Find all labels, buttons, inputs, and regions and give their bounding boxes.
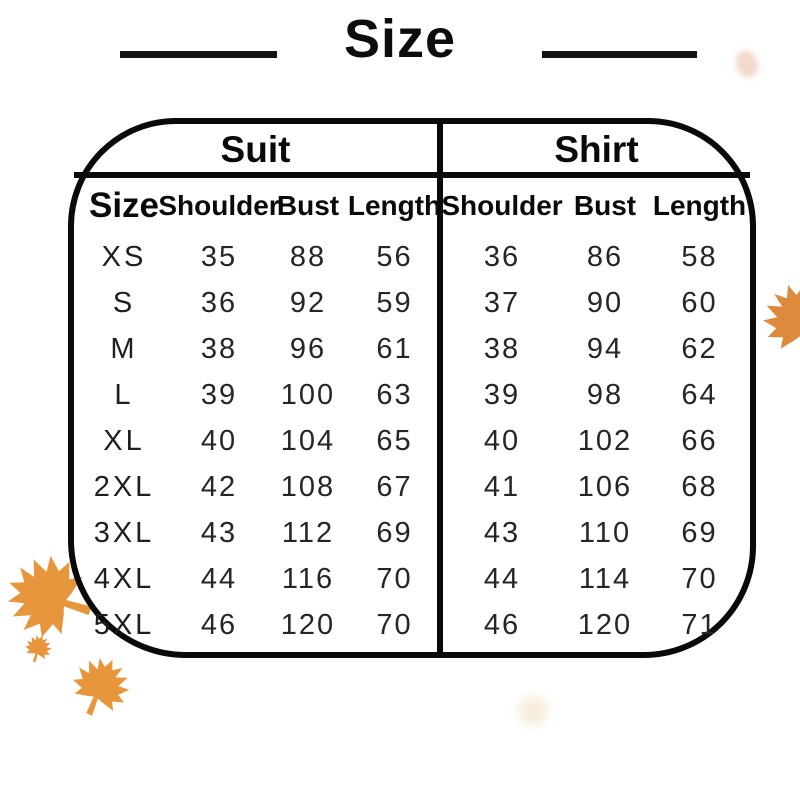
column-header-shirt-bust: Bust bbox=[573, 190, 637, 221]
row-7-size-label: 4XL bbox=[93, 562, 155, 595]
row-2-shirt-bust-value: 94 bbox=[586, 332, 624, 365]
row-7-suit-bust-value: 116 bbox=[281, 562, 335, 595]
row-2-suit-length-value: 61 bbox=[376, 332, 413, 365]
maple-leaf-icon bbox=[750, 263, 800, 380]
row-6-suit-shoulder-value: 43 bbox=[200, 516, 238, 549]
row-5-shirt-bust-value: 106 bbox=[577, 470, 633, 503]
column-header-shirt-length: Length bbox=[652, 190, 747, 221]
faded-leaf-smudge bbox=[518, 696, 548, 726]
row-6-shirt-shoulder-value: 43 bbox=[483, 516, 521, 549]
row-5-suit-shoulder-value: 42 bbox=[200, 470, 238, 503]
row-4-suit-length-value: 65 bbox=[376, 424, 413, 457]
row-1-shirt-shoulder-value: 37 bbox=[483, 286, 521, 319]
row-0-size-label: XS bbox=[101, 240, 147, 273]
row-6-size-label: 3XL bbox=[93, 516, 155, 549]
row-1-suit-bust-value: 92 bbox=[289, 286, 327, 319]
row-1-shirt-bust-value: 90 bbox=[586, 286, 624, 319]
row-4-shirt-shoulder-value: 40 bbox=[483, 424, 521, 457]
row-8-shirt-shoulder-value: 46 bbox=[483, 608, 521, 641]
table-body: Size Shoulder Bust Length Shoulder Bust … bbox=[74, 178, 750, 652]
section-header-shirt: Shirt bbox=[554, 129, 639, 170]
row-8-size-label: 5XL bbox=[93, 608, 155, 641]
row-7-shirt-length-value: 70 bbox=[681, 562, 718, 595]
column-header-shirt-shoulder: Shoulder bbox=[441, 190, 563, 221]
row-3-shirt-bust-value: 98 bbox=[586, 378, 624, 411]
row-7-shirt-shoulder-value: 44 bbox=[483, 562, 521, 595]
title-rule-left bbox=[120, 51, 277, 58]
row-7-suit-shoulder-value: 44 bbox=[200, 562, 238, 595]
title-rule-right bbox=[542, 51, 697, 58]
row-2-size-label: M bbox=[110, 332, 138, 365]
row-2-shirt-shoulder-value: 38 bbox=[483, 332, 521, 365]
row-3-suit-length-value: 63 bbox=[376, 378, 413, 411]
column-header-suit-bust: Bust bbox=[276, 190, 340, 221]
row-6-suit-bust-value: 112 bbox=[281, 516, 335, 549]
row-6-suit-length-value: 69 bbox=[376, 516, 413, 549]
row-5-shirt-length-value: 68 bbox=[681, 470, 718, 503]
row-8-shirt-bust-value: 120 bbox=[577, 608, 633, 641]
table-section-divider bbox=[437, 124, 443, 652]
row-4-suit-bust-value: 104 bbox=[280, 424, 336, 457]
maple-leaf-icon bbox=[56, 645, 144, 731]
row-8-shirt-length-value: 71 bbox=[681, 608, 718, 641]
row-5-shirt-shoulder-value: 41 bbox=[483, 470, 521, 503]
row-2-suit-shoulder-value: 38 bbox=[200, 332, 238, 365]
row-3-shirt-length-value: 64 bbox=[681, 378, 718, 411]
row-2-shirt-length-value: 62 bbox=[681, 332, 718, 365]
row-0-shirt-shoulder-value: 36 bbox=[483, 240, 521, 273]
row-3-size-label: L bbox=[114, 378, 134, 411]
row-1-suit-length-value: 59 bbox=[376, 286, 413, 319]
row-8-suit-length-value: 70 bbox=[376, 608, 413, 641]
row-7-suit-length-value: 70 bbox=[376, 562, 413, 595]
section-header-row: Suit Shirt bbox=[74, 124, 750, 172]
row-0-suit-shoulder-value: 35 bbox=[200, 240, 238, 273]
row-5-suit-length-value: 67 bbox=[376, 470, 413, 503]
row-7-shirt-bust-value: 114 bbox=[578, 562, 632, 595]
page-title: Size bbox=[343, 9, 457, 69]
row-2-suit-bust-value: 96 bbox=[289, 332, 327, 365]
row-6-shirt-length-value: 69 bbox=[681, 516, 718, 549]
row-4-shirt-length-value: 66 bbox=[681, 424, 718, 457]
row-6-shirt-bust-value: 110 bbox=[578, 516, 632, 549]
table-header-divider bbox=[74, 172, 750, 178]
row-1-size-label: S bbox=[112, 286, 136, 319]
section-header-suit: Suit bbox=[220, 129, 291, 170]
row-8-suit-shoulder-value: 46 bbox=[200, 608, 238, 641]
column-header-size: Size bbox=[88, 186, 160, 225]
row-0-shirt-length-value: 58 bbox=[681, 240, 718, 273]
size-table: Suit Shirt Size Shoulder Bust Length Sho… bbox=[68, 118, 756, 658]
row-3-shirt-shoulder-value: 39 bbox=[483, 378, 521, 411]
row-3-suit-shoulder-value: 39 bbox=[200, 378, 238, 411]
row-0-shirt-bust-value: 86 bbox=[586, 240, 624, 273]
row-8-suit-bust-value: 120 bbox=[280, 608, 336, 641]
row-1-suit-shoulder-value: 36 bbox=[200, 286, 238, 319]
row-4-suit-shoulder-value: 40 bbox=[200, 424, 238, 457]
row-5-size-label: 2XL bbox=[93, 470, 155, 503]
column-header-suit-shoulder: Shoulder bbox=[158, 190, 280, 221]
row-3-suit-bust-value: 100 bbox=[280, 378, 336, 411]
column-header-suit-length: Length bbox=[347, 190, 442, 221]
row-5-suit-bust-value: 108 bbox=[280, 470, 336, 503]
row-0-suit-bust-value: 88 bbox=[289, 240, 327, 273]
row-0-suit-length-value: 56 bbox=[376, 240, 413, 273]
row-4-size-label: XL bbox=[103, 424, 145, 457]
row-1-shirt-length-value: 60 bbox=[681, 286, 718, 319]
row-4-shirt-bust-value: 102 bbox=[577, 424, 633, 457]
